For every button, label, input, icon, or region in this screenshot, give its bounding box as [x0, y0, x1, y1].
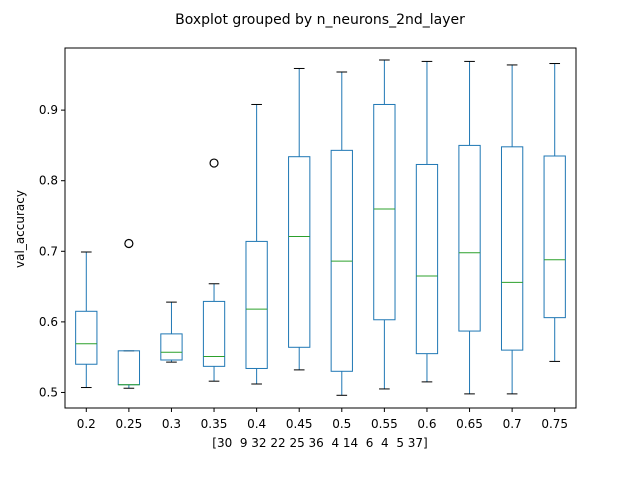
x-tick-label: 0.7: [503, 417, 522, 431]
x-tick-label: 0.2: [77, 417, 96, 431]
box: [415, 163, 439, 355]
x-tick-label: 0.5: [332, 417, 351, 431]
outlier-point: [124, 238, 134, 249]
y-tick-label: 0.5: [39, 385, 58, 399]
box: [500, 146, 524, 351]
y-tick-label: 0.7: [39, 244, 58, 258]
y-tick-label: 0.6: [39, 315, 58, 329]
axes-frame: [64, 47, 577, 409]
box: [458, 144, 481, 332]
x-tick-label: 0.35: [201, 417, 228, 431]
box: [160, 333, 183, 361]
y-tick-label: 0.8: [39, 174, 58, 188]
box: [543, 155, 566, 319]
x-tick-label: 0.6: [417, 417, 436, 431]
outlier-point: [209, 158, 219, 168]
x-tick-label: 0.45: [286, 417, 313, 431]
x-tick-label: 0.75: [541, 417, 568, 431]
y-axis-label: val_accuracy: [13, 190, 27, 268]
y-tick-label: 0.9: [39, 103, 58, 117]
box: [75, 310, 98, 365]
x-tick-label: 0.65: [456, 417, 483, 431]
box: [373, 103, 396, 321]
x-tick-label: 0.3: [162, 417, 181, 431]
x-tick-label: 0.4: [247, 417, 266, 431]
box: [245, 240, 268, 369]
chart-title: Boxplot grouped by n_neurons_2nd_layer: [175, 12, 465, 28]
box: [117, 350, 141, 386]
x-tick-label: 0.25: [116, 417, 143, 431]
box: [202, 300, 226, 367]
box: [288, 156, 311, 348]
x-tick-label: 0.55: [371, 417, 398, 431]
x-axis-label: [30 9 32 22 25 36 4 14 6 4 5 37]: [212, 436, 427, 450]
plot-area: 0.5 0.6 0.7 0.8 0.9 0.2 0.25 0.3 0.35 0.4 0.45 0.5 0…: [39, 47, 577, 431]
